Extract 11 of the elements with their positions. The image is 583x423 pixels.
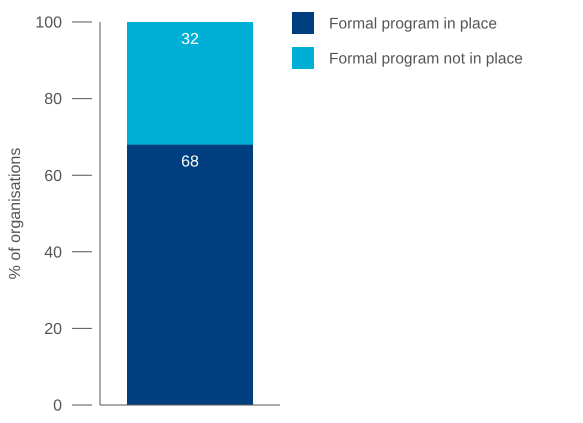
y-tick-label: 40: [44, 244, 62, 262]
legend-label: Formal program not in place: [329, 50, 523, 68]
data-label: 32: [181, 31, 199, 48]
data-label: 68: [181, 154, 199, 171]
y-tick-label: 60: [44, 168, 62, 185]
y-axis-title: % of organisations: [7, 148, 24, 280]
y-tick-label: 20: [44, 321, 62, 338]
legend-label: Formal program in place: [329, 15, 497, 32]
y-tick-label: 100: [35, 14, 62, 32]
y-tick-label: 80: [44, 91, 62, 108]
y-tick-label: 0: [53, 398, 62, 415]
